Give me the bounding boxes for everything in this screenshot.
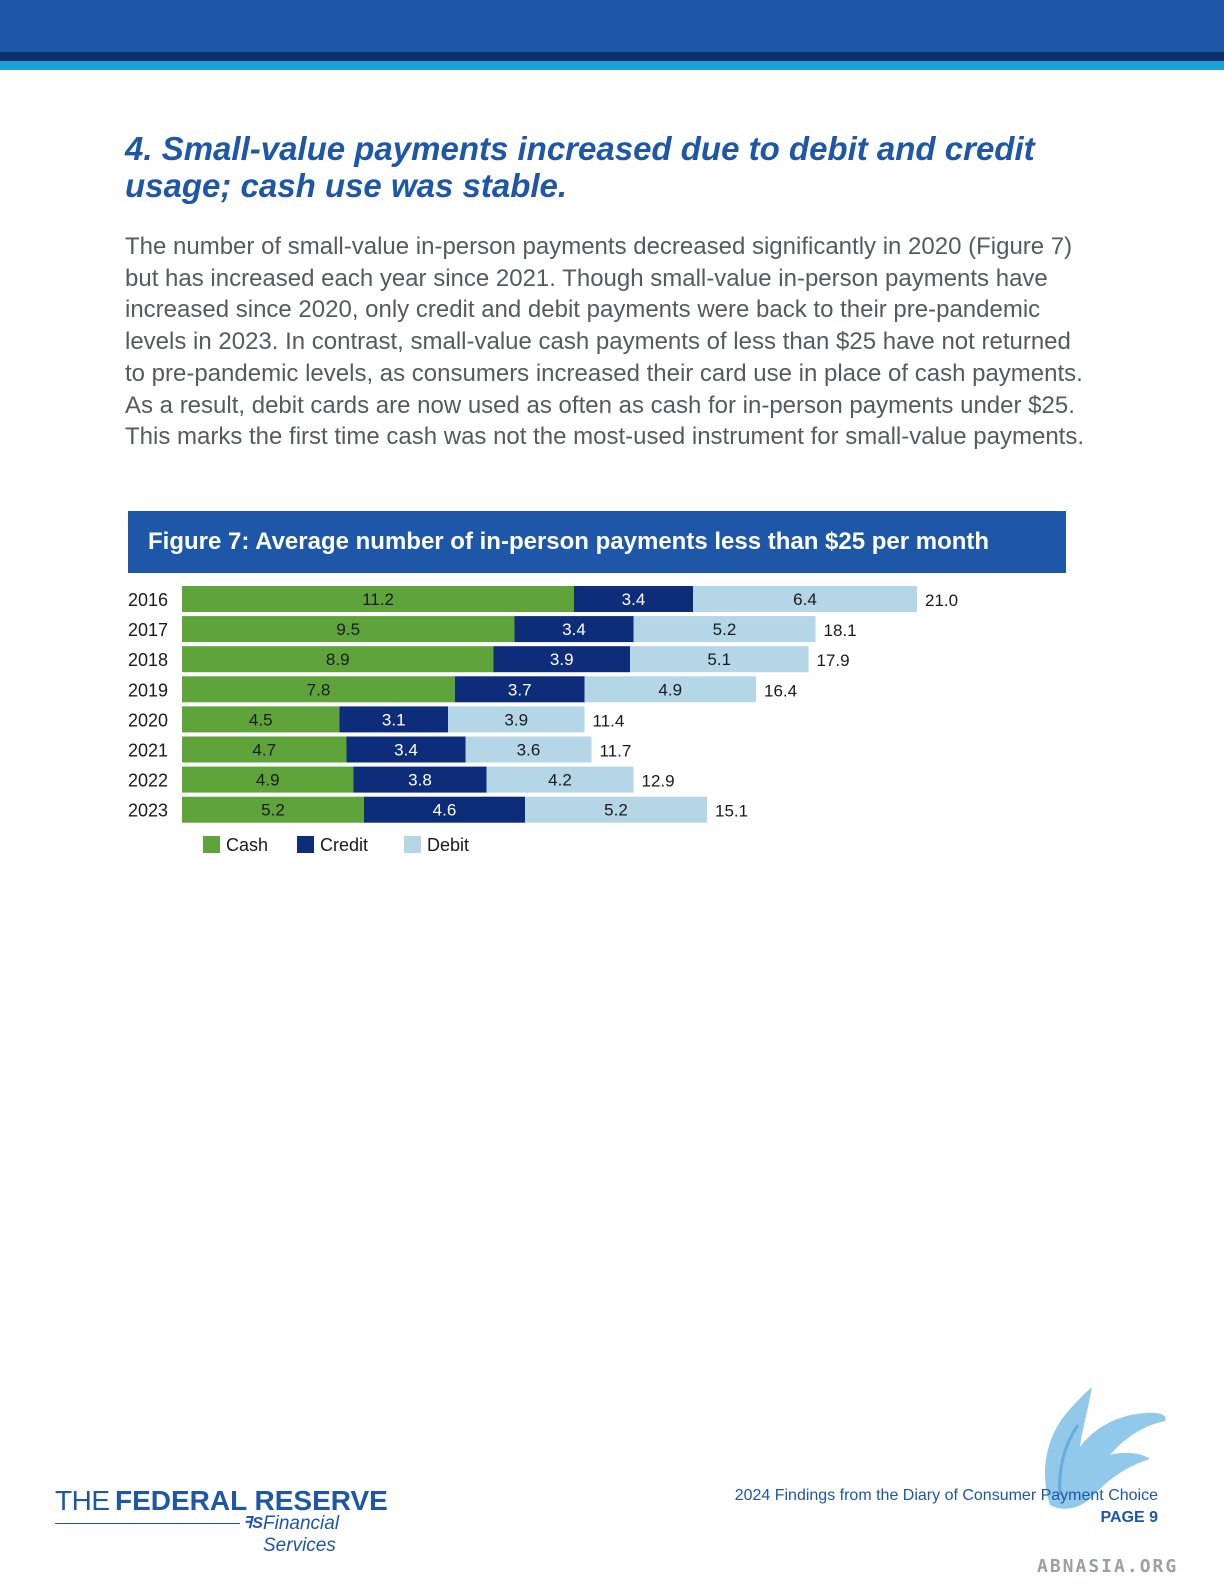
bar-cash-2023 <box>182 796 364 823</box>
section-heading: 4. Small-value payments increased due to… <box>125 130 1035 204</box>
bar-credit-2021 <box>346 736 466 763</box>
bird-watermark-icon <box>1045 1387 1166 1509</box>
data-label-debit-2020: 3.9 <box>504 710 528 729</box>
bar-debit-2022 <box>486 766 634 793</box>
bar-cash-2016 <box>182 586 574 612</box>
total-label-2018: 17.9 <box>817 651 850 670</box>
total-label-2019: 16.4 <box>764 681 797 700</box>
bar-debit-2017 <box>633 616 816 643</box>
total-label-2021: 11.7 <box>600 742 632 761</box>
category-label-2021: 2021 <box>128 741 168 761</box>
bar-credit-2019 <box>455 676 585 703</box>
category-label-2019: 2019 <box>128 680 168 700</box>
category-label-2016: 2016 <box>128 590 168 610</box>
bar-cash-2021 <box>182 736 347 763</box>
data-label-cash-2020: 4.5 <box>249 710 273 729</box>
figure-header: Figure 7: Average number of in-person pa… <box>128 511 1066 573</box>
legend-label-credit: Credit <box>320 835 368 855</box>
category-label-2018: 2018 <box>128 650 168 670</box>
category-label-2022: 2022 <box>128 771 168 791</box>
bar-debit-2019 <box>584 676 756 703</box>
bar-debit-2018 <box>630 646 809 673</box>
top-stripe-light <box>0 61 1224 70</box>
logo-federal-reserve: FEDERAL RESERVE <box>115 1485 388 1516</box>
logo-the: THE <box>55 1485 110 1516</box>
total-label-2023: 15.1 <box>715 802 748 821</box>
data-label-debit-2022: 4.2 <box>548 771 572 790</box>
data-label-credit-2016: 3.4 <box>622 590 646 609</box>
data-label-credit-2021: 3.4 <box>394 741 418 760</box>
bar-debit-2023 <box>525 796 707 823</box>
legend-swatch-credit <box>297 836 314 853</box>
category-label-2020: 2020 <box>128 710 168 730</box>
data-label-credit-2018: 3.9 <box>550 650 574 669</box>
bar-cash-2019 <box>182 676 455 703</box>
financial-services-mark-icon: ꟻS <box>243 1515 263 1532</box>
data-label-cash-2016: 11.2 <box>362 590 394 609</box>
bar-debit-2020 <box>448 706 585 733</box>
data-label-cash-2019: 7.8 <box>307 680 331 699</box>
bar-credit-2023 <box>364 796 525 823</box>
bar-credit-2020 <box>339 706 448 733</box>
bar-credit-2016 <box>574 586 693 612</box>
data-label-cash-2022: 4.9 <box>256 771 280 790</box>
report-title: 2024 Findings from the Diary of Consumer… <box>734 1487 1158 1504</box>
bar-credit-2018 <box>493 646 630 673</box>
legend-label-cash: Cash <box>226 835 268 855</box>
logo-rule <box>55 1523 240 1524</box>
data-label-cash-2018: 8.9 <box>326 650 350 669</box>
bar-debit-2016 <box>693 586 917 612</box>
legend-swatch-cash <box>203 836 220 853</box>
data-label-credit-2022: 3.8 <box>408 771 432 790</box>
page-number: PAGE 9 <box>1100 1509 1159 1526</box>
top-banner <box>0 0 1224 52</box>
data-label-debit-2018: 5.1 <box>707 650 731 669</box>
bar-cash-2020 <box>182 706 340 733</box>
logo-financial-services: Financial Services <box>263 1513 340 1556</box>
data-label-cash-2017: 9.5 <box>336 620 360 639</box>
data-label-debit-2016: 6.4 <box>793 590 817 609</box>
total-label-2020: 11.4 <box>593 711 625 730</box>
stacked-bar-chart: 2016 11.2 3.4 6.4 21.0 2017 9.5 3.4 5.2 18.1 2018 8… <box>128 586 958 855</box>
bar-cash-2018 <box>182 646 494 673</box>
figure-title: Figure 7: Average number of in-person pa… <box>148 528 990 555</box>
data-label-credit-2017: 3.4 <box>562 620 586 639</box>
body-paragraph: The number of small-value in-person paym… <box>125 233 1085 451</box>
bar-cash-2022 <box>182 766 354 793</box>
top-stripe-dark <box>0 52 1224 61</box>
watermark-text: ABNASIA.ORG <box>1037 1556 1179 1577</box>
data-label-debit-2021: 3.6 <box>517 741 541 760</box>
total-label-2017: 18.1 <box>824 621 857 640</box>
data-label-credit-2020: 3.1 <box>382 710 406 729</box>
data-label-credit-2019: 3.7 <box>508 680 532 699</box>
legend-label-debit: Debit <box>427 835 469 855</box>
category-label-2023: 2023 <box>128 801 168 821</box>
bar-cash-2017 <box>182 616 515 643</box>
bar-credit-2022 <box>353 766 487 793</box>
total-label-2016: 21.0 <box>925 591 958 610</box>
federal-reserve-logo: THE FEDERAL RESERVE ꟻS Financial Service… <box>55 1485 415 1556</box>
category-label-2017: 2017 <box>128 620 168 640</box>
data-label-credit-2023: 4.6 <box>433 801 457 820</box>
data-label-cash-2023: 5.2 <box>261 801 285 820</box>
data-label-cash-2021: 4.7 <box>252 741 276 760</box>
data-label-debit-2023: 5.2 <box>604 801 628 820</box>
total-label-2022: 12.9 <box>642 772 675 791</box>
data-label-debit-2017: 5.2 <box>713 620 737 639</box>
bar-debit-2021 <box>465 736 592 763</box>
legend-swatch-debit <box>404 836 421 853</box>
data-label-debit-2019: 4.9 <box>658 680 682 699</box>
bar-credit-2017 <box>514 616 634 643</box>
